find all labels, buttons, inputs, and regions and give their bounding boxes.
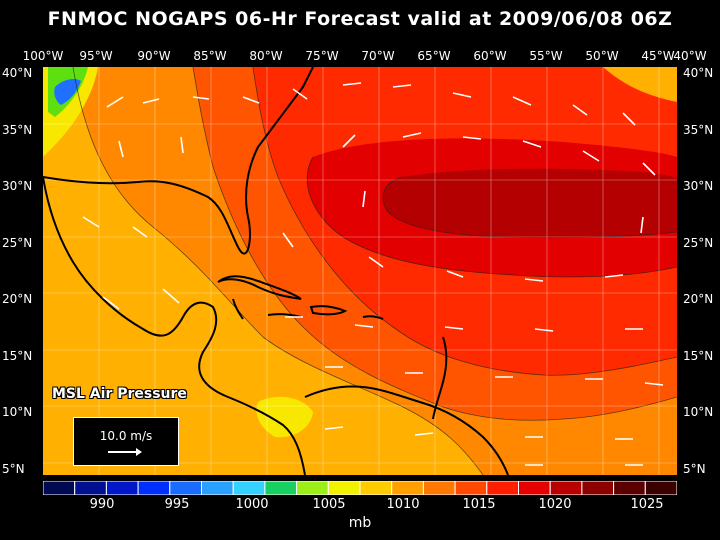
- colorbar-cell: [359, 481, 393, 495]
- low-pressure-blue: [54, 79, 81, 105]
- lon-label: 50°W: [585, 49, 619, 63]
- pressure-patch-central-america: [256, 396, 313, 438]
- colorbar-label: 995: [164, 497, 190, 512]
- colorbar-cell: [454, 481, 488, 495]
- lat-label: 25°N: [2, 236, 33, 250]
- colorbar-cell: [613, 481, 646, 495]
- colorbar-cell: [391, 481, 424, 495]
- colorbar-cell: [264, 481, 298, 495]
- colorbar-cell: [232, 481, 266, 495]
- vector-reference-box: 10.0 m/s: [73, 417, 179, 466]
- colorbar-cell: [43, 481, 76, 495]
- lat-label: 20°N: [683, 292, 714, 306]
- lon-label: 80°W: [249, 49, 283, 63]
- pressure-patch-northeast: [603, 67, 677, 102]
- lon-label: 55°W: [529, 49, 563, 63]
- lon-label: 60°W: [473, 49, 507, 63]
- colorbar-cell: [422, 481, 456, 495]
- colorbar-cell: [169, 481, 203, 495]
- lon-label: 40°W: [673, 49, 707, 63]
- lat-label: 15°N: [683, 349, 714, 363]
- lat-label: 20°N: [2, 292, 33, 306]
- lat-label: 30°N: [2, 179, 33, 193]
- vector-reference-arrow-icon: [108, 448, 142, 456]
- lon-label: 75°W: [305, 49, 339, 63]
- colorbar-label: 1015: [462, 497, 496, 512]
- lat-label: 40°N: [2, 66, 33, 80]
- colorbar-cell: [486, 481, 519, 495]
- lat-label: 5°N: [683, 462, 706, 476]
- isobars: [72, 67, 677, 475]
- lat-label: 40°N: [683, 66, 714, 80]
- lat-label: 10°N: [683, 405, 714, 419]
- colorbar-cell: [137, 481, 171, 495]
- lat-label: 35°N: [683, 123, 714, 137]
- colorbar-cell: [105, 481, 139, 495]
- pressure-field-1024: [383, 168, 677, 238]
- colorbar-cell: [296, 481, 329, 495]
- lat-label: 30°N: [683, 179, 714, 193]
- lat-label: 25°N: [683, 236, 714, 250]
- field-label: MSL Air Pressure: [52, 386, 187, 402]
- map-title: FNMOC NOGAPS 06-Hr Forecast valid at 200…: [47, 8, 673, 30]
- colorbar-cell: [549, 481, 583, 495]
- colorbar-label: 1025: [630, 497, 664, 512]
- colorbar-cell: [581, 481, 615, 495]
- lon-label: 45°W: [641, 49, 675, 63]
- colorbar-cell: [644, 481, 677, 495]
- wind-vectors: [82, 82, 664, 466]
- colorbar-cell: [74, 481, 107, 495]
- colorbar-cell: [518, 481, 551, 495]
- colorbar-label: 1010: [386, 497, 420, 512]
- colorbar-label: 1020: [538, 497, 572, 512]
- colorbar-unit: mb: [348, 515, 372, 531]
- vector-reference-label: 10.0 m/s: [99, 429, 153, 443]
- lat-label: 5°N: [2, 462, 25, 476]
- lat-label: 15°N: [2, 349, 33, 363]
- colorbar-label: 1000: [235, 497, 269, 512]
- colorbar-cell: [201, 481, 234, 495]
- lat-label: 10°N: [2, 405, 33, 419]
- lon-label: 90°W: [137, 49, 171, 63]
- lat-label: 35°N: [2, 123, 33, 137]
- pressure-field-1010: [43, 67, 483, 475]
- lon-label: 95°W: [79, 49, 113, 63]
- lon-label: 70°W: [361, 49, 395, 63]
- lon-label: 100°W: [22, 49, 64, 63]
- colorbar-label: 1005: [312, 497, 346, 512]
- pressure-map: [43, 67, 677, 475]
- colorbar-cell: [327, 481, 361, 495]
- lon-label: 85°W: [193, 49, 227, 63]
- colorbar-label: 990: [89, 497, 115, 512]
- pressure-colorbar: [43, 481, 677, 495]
- lon-label: 65°W: [417, 49, 451, 63]
